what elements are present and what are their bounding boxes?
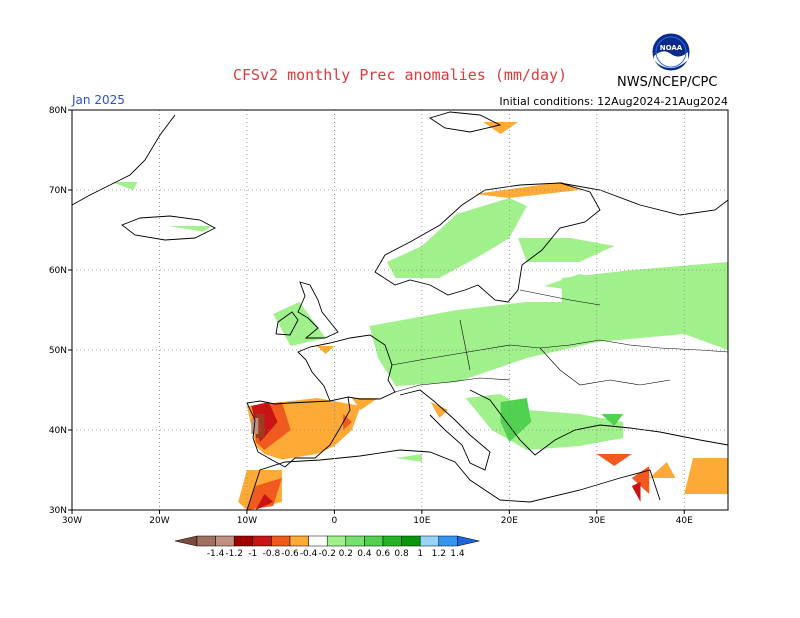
lat-tick-label: 40N [49,426,67,436]
border-baltics [519,289,601,306]
anomaly-region-13 [430,402,449,418]
colorbar-swatch [308,535,328,547]
anomaly-region-6 [395,454,422,462]
colorbar-high-arrow [457,535,480,547]
coastline-ireland [275,311,299,336]
anomaly-region-19 [649,462,676,478]
anomaly-region-7 [111,182,138,190]
colorbar-legend: -1.4 -1.2 -1 -0.8 -0.6 -0.4 -0.2 0.2 0.4 0.6 0.8 1 1… [174,535,480,559]
lat-tick-label: 80N [49,106,67,116]
map-title: CFSv2 monthly Prec anomalies (mm/day) [232,66,568,84]
colorbar-label: -0.4 [300,549,318,559]
border-germany-poland [459,319,471,371]
colorbar-label: -1.4 [207,549,225,559]
anomaly-region-16 [474,182,580,198]
lat-tick-label: 60N [49,266,67,276]
anomaly-region-12 [351,398,379,410]
border-central-europe [391,339,729,366]
coastline-svalbard [428,111,502,133]
anomaly-region-15 [684,458,728,494]
colorbar-label: 0.8 [394,549,409,559]
colorbar-swatch [326,535,347,547]
lon-tick-label: 10E [413,516,430,526]
anomaly-region-18 [316,346,335,354]
forecast-month: Jan 2025 [72,93,125,107]
lon-tick-label: 0 [332,516,338,526]
agency-label: NWS/NCEP/CPC [617,75,718,90]
colorbar-label: 0.6 [376,549,391,559]
coastline-italy [399,389,491,471]
anomaly-region-1 [369,262,728,386]
colorbar-label: 0.2 [339,549,353,559]
svg-text:NOAA: NOAA [660,44,683,52]
anomaly-region-17 [483,122,519,134]
country-border-layer [391,289,729,393]
coastline-iberia [246,396,351,468]
border-alps [394,377,511,393]
lat-tick-label: 50N [49,346,67,356]
anomaly-fill-layer [111,122,728,510]
initial-conditions: Initial conditions: 12Aug2024-21Aug2024 [499,95,728,108]
colorbar-swatch [345,535,365,547]
anomaly-region-26 [255,494,274,510]
coastline-greenland [71,114,176,206]
lon-tick-label: 10W [237,516,257,526]
lat-tick-label: 30N [49,506,67,516]
colorbar-swatch [419,535,440,547]
colorbar-label: -0.2 [318,549,336,559]
colorbar-swatch [215,535,235,547]
colorbar-swatch [438,535,458,547]
anomaly-region-23 [596,454,632,466]
lon-tick-label: 20W [149,516,169,526]
coastline-britain [297,281,339,339]
colorbar-label: -0.6 [281,549,299,559]
colorbar-swatch [271,535,291,547]
colorbar-label: -0.8 [263,549,281,559]
axis-tick-layer: 30W 20W 10W 0 10E 20E 30E 40E 30N 40N 50N 60N 70N 80N [49,106,693,526]
anomaly-region-5 [465,394,624,450]
anomaly-region-27 [631,482,641,502]
map-frame [71,109,729,511]
coastline-iceland [121,215,216,241]
anomaly-region-8 [168,226,212,232]
colorbar-label: 1 [417,549,423,559]
coastline-scandinavia [374,182,601,303]
colorbar-label: -1.2 [225,549,243,559]
colorbar-swatch [233,535,254,547]
lat-tick-label: 70N [49,186,67,196]
lon-tick-label: 40E [676,516,693,526]
colorbar-swatch [252,535,272,547]
colorbar-low-arrow [174,535,198,547]
colorbar-label: 1.4 [450,549,465,559]
colorbar-label: 0.4 [357,549,372,559]
anomaly-region-10 [601,414,624,426]
colorbar-swatch [196,535,216,547]
colorbar-label: 1.2 [432,549,446,559]
coastline-france [297,334,396,402]
colorbar-swatch [401,535,421,547]
anomaly-region-3 [518,238,615,262]
anomaly-region-4 [544,274,597,290]
colorbar-label: -1 [248,549,257,559]
graticule-layer [72,110,728,510]
anomaly-region-24 [631,466,650,494]
border-ukraine [539,347,671,386]
lon-tick-label: 30W [62,516,82,526]
colorbar-swatch [382,535,402,547]
lon-tick-label: 20E [501,516,518,526]
coastline-balkans-turkey [469,389,729,456]
colorbar-swatch [364,535,384,547]
noaa-logo: NOAA [651,32,691,72]
colorbar-swatch [289,535,309,547]
lon-tick-label: 30E [588,516,605,526]
coastline-north-africa [246,449,661,511]
anomaly-region-9 [500,398,532,442]
